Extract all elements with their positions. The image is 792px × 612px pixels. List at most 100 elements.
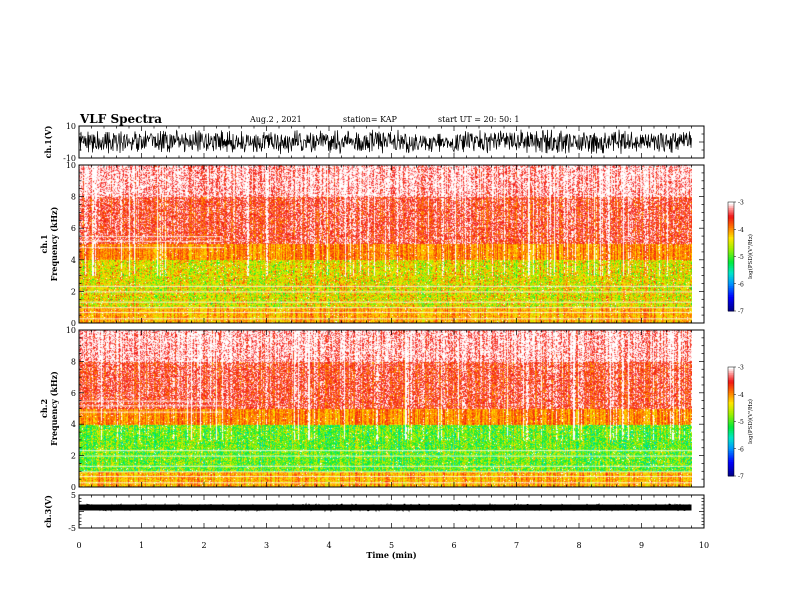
colorbar-segment (728, 374, 734, 377)
colorbar-segment (728, 372, 734, 375)
colorbar-segment (728, 390, 734, 393)
colorbar-segment (728, 307, 734, 310)
colorbar-segment (728, 278, 734, 281)
colorbar-segment (728, 439, 734, 442)
colorbar-segment (728, 203, 734, 207)
colorbar-segment (728, 472, 734, 475)
colorbar-segment (728, 368, 734, 372)
colorbar-segment (728, 298, 734, 301)
y-tick-label: 8 (71, 357, 76, 366)
colorbar-segment (728, 234, 734, 238)
colorbar-tick-label: -7 (738, 309, 744, 316)
ch3-voltage-axis-label: ch.3(V) (43, 495, 53, 528)
ch1-frequency-axis-label: Frequency (kHz) (49, 206, 59, 281)
colorbar-segment (728, 428, 734, 432)
colorbar-segment (728, 216, 734, 219)
colorbar-tick-label: -4 (738, 227, 744, 234)
colorbar-tick-label: -4 (738, 392, 744, 399)
y-tick-label: 10 (66, 122, 76, 131)
ch1-spectrogram-image (79, 165, 692, 323)
colorbar-segment (728, 414, 734, 417)
y-tick-label: 8 (71, 193, 76, 202)
colorbar-segment (728, 396, 734, 399)
y-tick-label: 5 (71, 491, 76, 500)
colorbar-segment (728, 394, 734, 397)
y-tick-label: -5 (68, 524, 76, 533)
x-tick-label: 8 (576, 541, 581, 550)
colorbar-segment (728, 381, 734, 384)
ch3-waveform-line (78, 502, 692, 513)
colorbar-segment (728, 220, 734, 223)
colorbar-segment (728, 417, 734, 421)
colorbar-segment (728, 386, 734, 390)
colorbar-segment (728, 238, 734, 241)
colorbar-segment (728, 232, 734, 236)
y-tick-label: 2 (71, 452, 76, 461)
colorbar-segment (728, 300, 734, 303)
x-tick-label: 9 (639, 541, 644, 550)
colorbar-segment (728, 287, 734, 290)
colorbar-segment (728, 410, 734, 413)
colorbar-segment (728, 461, 734, 464)
colorbar-segment (728, 272, 734, 276)
ch2-spectrogram-image (79, 330, 692, 487)
y-tick-label: 4 (71, 256, 76, 265)
colorbar-segment (728, 305, 734, 308)
colorbar-segment (728, 207, 734, 210)
colorbar-segment (728, 243, 734, 247)
colorbar-segment (728, 229, 734, 232)
colorbar-segment (728, 205, 734, 208)
colorbar-segment (728, 468, 734, 472)
ch2-channel-axis-label: ch.2 (39, 399, 49, 418)
x-tick-label: 6 (451, 541, 456, 550)
chart-title: VLF Spectra (80, 112, 163, 126)
colorbar-segment (728, 309, 734, 312)
colorbar-segment (728, 269, 734, 272)
colorbar-segment (728, 212, 734, 216)
colorbar-segment (728, 423, 734, 426)
colorbar-segment (728, 465, 734, 468)
colorbar-segment (728, 441, 734, 444)
y-tick-label: -10 (63, 154, 76, 163)
colorbar-segment (728, 283, 734, 287)
y-tick-label: 10 (66, 161, 76, 170)
colorbar-segment (728, 240, 734, 243)
colorbar-segment (728, 254, 734, 257)
y-tick-label: 10 (66, 326, 76, 335)
x-tick-label: 3 (264, 541, 269, 550)
colorbar-segment (728, 221, 734, 225)
colorbar-segment (728, 267, 734, 270)
colorbar-segment (728, 421, 734, 424)
colorbar-segment (728, 271, 734, 274)
x-tick-label: 5 (389, 541, 394, 550)
colorbar-segment (728, 426, 734, 430)
y-tick-label: 4 (71, 420, 76, 429)
colorbar-segment (728, 292, 734, 296)
colorbar-segment (728, 258, 734, 261)
colorbar-segment (728, 454, 734, 457)
x-tick-label: 7 (514, 541, 519, 550)
colorbar-segment (728, 296, 734, 299)
y-tick-label: 0 (71, 483, 76, 492)
colorbar-segment (728, 249, 734, 252)
colorbar-segment (728, 291, 734, 294)
date-label: Aug.2 , 2021 (250, 115, 302, 124)
colorbar-segment (728, 265, 734, 268)
colorbar-segment (728, 223, 734, 227)
colorbar-segment (728, 406, 734, 410)
colorbar-segment (728, 412, 734, 415)
colorbar-segment (728, 261, 734, 265)
colorbar-segment (728, 434, 734, 437)
colorbar-segment (728, 397, 734, 401)
x-tick-label: 2 (201, 541, 206, 550)
x-axis-label: Time (min) (366, 550, 416, 560)
colorbar-segment (728, 202, 734, 205)
colorbar-segment (728, 301, 734, 305)
colorbar-segment (728, 445, 734, 448)
colorbar-tick-label: -5 (738, 419, 744, 426)
colorbar-segment (728, 211, 734, 214)
colorbar-segment (728, 405, 734, 408)
colorbar-segment (728, 430, 734, 433)
colorbar-tick-label: -3 (738, 365, 744, 372)
colorbar-tick-label: -6 (738, 446, 744, 453)
